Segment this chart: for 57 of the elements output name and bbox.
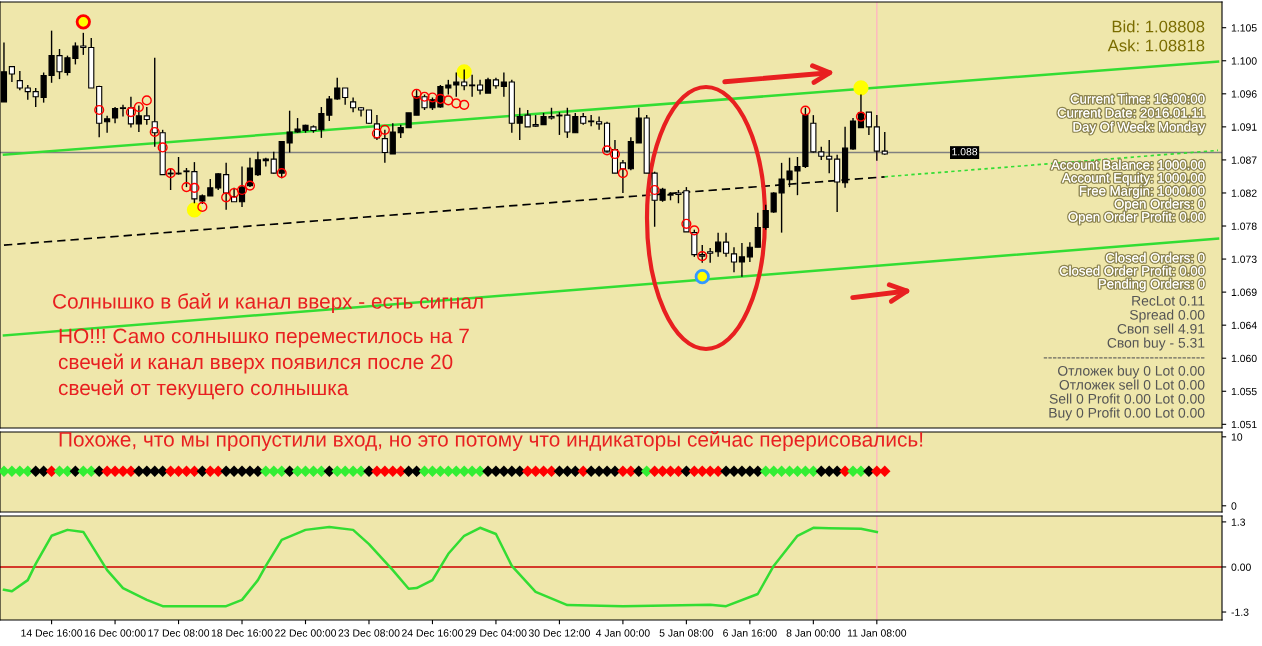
y-tick-label: 1.064 bbox=[1231, 321, 1257, 330]
y-tick-label: 1.096 bbox=[1231, 90, 1257, 98]
annotation: Ask: 1.08818 bbox=[1107, 39, 1205, 52]
annotation: Closed Orders: 0 bbox=[1105, 252, 1205, 263]
y-tick-label: 1.3 bbox=[1231, 518, 1246, 526]
x-tick-label: 30 Dec 12:00 bbox=[528, 629, 590, 637]
x-tick-label: 5 Jan 08:00 bbox=[659, 629, 714, 637]
y-tick-label: 1.091 bbox=[1231, 123, 1257, 131]
annotation: Account Balance: 1000.00 bbox=[1050, 159, 1205, 170]
annotation: Spread 0.00 bbox=[1129, 309, 1205, 323]
x-tick-label: 14 Dec 16:00 bbox=[21, 629, 83, 637]
annotation: Своп sell 4.91 bbox=[1117, 323, 1205, 334]
y-tick-label: -1.3 bbox=[1231, 608, 1249, 616]
annotation: Account Equity: 1000.00 bbox=[1062, 172, 1205, 186]
annotation: Отложек buy 0 Lot 0.00 bbox=[1058, 365, 1205, 379]
annotation: Pending Orders: 0 bbox=[1099, 278, 1205, 292]
x-tick-label: 11 Jan 08:00 bbox=[847, 629, 907, 637]
annotation: Отложек sell 0 Lot 0.00 bbox=[1059, 379, 1205, 390]
y-tick-label: 1.055 bbox=[1231, 387, 1257, 396]
ref-line-label: 1.088 bbox=[952, 147, 978, 156]
x-tick-label: 18 Dec 16:00 bbox=[211, 629, 273, 637]
annotation: Open Orders: 0 bbox=[1114, 198, 1205, 212]
y-tick-label: 1.060 bbox=[1231, 354, 1257, 363]
y-tick-label: 1.051 bbox=[1231, 420, 1257, 429]
x-tick-label: 23 Dec 08:00 bbox=[338, 629, 400, 637]
y-tick-label: 0 bbox=[1231, 502, 1237, 510]
y-tick-label: 1.082 bbox=[1231, 189, 1257, 197]
y-tick-label: 0.00 bbox=[1231, 563, 1251, 571]
y-tick-label: 1.087 bbox=[1231, 156, 1257, 164]
y-tick-label: 1.069 bbox=[1231, 288, 1257, 296]
annotation: Open Order Profit: 0.00 bbox=[1068, 211, 1205, 225]
x-tick-label: 16 Dec 00:00 bbox=[84, 629, 146, 637]
annotation: ----------------------------------- bbox=[1043, 357, 1205, 359]
annotation: Sell 0 Profit 0.00 Lot 0.00 bbox=[1049, 393, 1205, 404]
annotation: RecLot 0.11 bbox=[1132, 295, 1205, 306]
annotation: Current Time: 16:00:00 bbox=[1070, 93, 1205, 104]
annotation: Bid: 1.08808 bbox=[1112, 20, 1205, 33]
annotation: Day Of Week: Monday bbox=[1073, 121, 1205, 135]
x-tick-label: 17 Dec 08:00 bbox=[148, 629, 210, 637]
annotation: Closed Order Profit: 0.00 bbox=[1059, 265, 1205, 276]
x-tick-label: 4 Jan 00:00 bbox=[595, 629, 650, 637]
annotation: Своп buy - 5.31 bbox=[1107, 337, 1205, 351]
x-tick-label: 6 Jan 16:00 bbox=[723, 629, 777, 637]
x-tick-label: 8 Jan 00:00 bbox=[786, 629, 841, 637]
y-tick-label: 1.105 bbox=[1231, 24, 1257, 32]
y-tick-label: 1.073 bbox=[1231, 255, 1257, 263]
annotation: Похоже, что мы пропустили вход, но это потому что индикаторы сейчас перерисовались! bbox=[59, 431, 923, 451]
x-tick-label: 22 Dec 00:00 bbox=[275, 629, 337, 637]
annotation: Buy 0 Profit 0.00 Lot 0.00 bbox=[1049, 407, 1205, 421]
y-tick-label: 1.100 bbox=[1231, 57, 1257, 65]
annotation: НО!!! Само солнышко переместилось на 7 свечей и канал вверх появился после 20 свечей от текущего солнышка bbox=[58, 328, 469, 400]
y-tick-label: 10 bbox=[1231, 433, 1243, 441]
y-tick-label: 1.078 bbox=[1231, 222, 1257, 230]
annotation: Current Date: 2016.01.11 bbox=[1057, 108, 1205, 118]
x-tick-label: 24 Dec 16:00 bbox=[402, 629, 464, 637]
x-tick-label: 29 Dec 04:00 bbox=[465, 629, 527, 637]
annotation: Free Margin: 1000.00 bbox=[1079, 185, 1205, 199]
